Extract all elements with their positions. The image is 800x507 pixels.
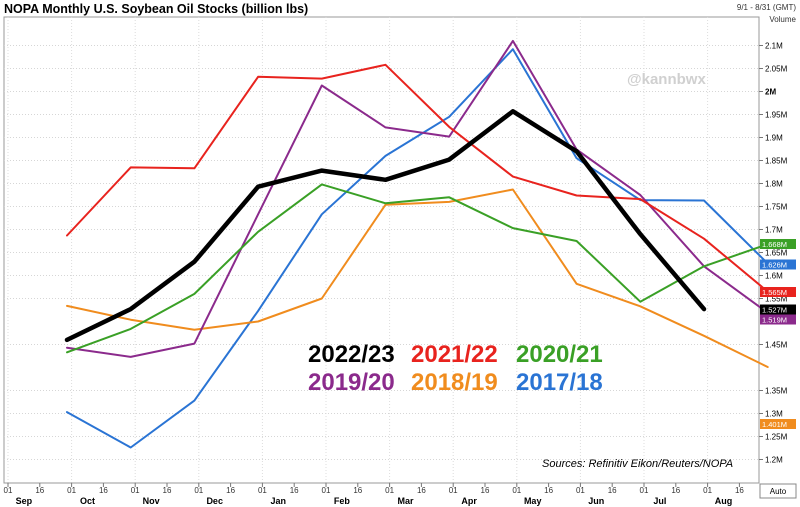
x-tick-label: 01 xyxy=(640,486,649,495)
x-month-label: Jun xyxy=(588,496,604,506)
series-line-2021-22 xyxy=(66,63,769,293)
legend-2022-23: 2022/23 xyxy=(308,341,395,368)
series-line-2020-21 xyxy=(66,183,769,354)
chart-title: NOPA Monthly U.S. Soybean Oil Stocks (bi… xyxy=(4,2,308,16)
x-tick-label: 01 xyxy=(576,486,585,495)
auto-scale-label: Auto xyxy=(770,487,787,496)
legend-2017-18: 2017/18 xyxy=(516,369,603,396)
x-tick-label: 16 xyxy=(671,486,680,495)
y-tick-label: 1.55M xyxy=(765,295,788,304)
series-line-2019-20 xyxy=(66,39,769,358)
x-month-label: Jan xyxy=(271,496,287,506)
x-tick-label: 01 xyxy=(449,486,458,495)
x-tick-label: 01 xyxy=(385,486,394,495)
end-tag-2017-18 xyxy=(760,259,796,270)
y-tick-label: 2.1M xyxy=(765,42,783,51)
x-tick-label: 16 xyxy=(735,486,744,495)
x-month-label: Aug xyxy=(715,496,733,506)
series-layer xyxy=(64,39,769,449)
x-month-label: Mar xyxy=(397,496,414,506)
end-tag-2018-19 xyxy=(760,419,796,429)
x-tick-label: 16 xyxy=(417,486,426,495)
x-tick-label: 01 xyxy=(4,486,13,495)
y-tick-label: 1.2M xyxy=(765,456,783,465)
y-tick-label: 1.9M xyxy=(765,134,783,143)
series-line-2022-23 xyxy=(64,109,707,343)
x-month-label: Sep xyxy=(16,496,33,506)
plot-area xyxy=(3,16,760,484)
axis-name: Volume xyxy=(769,15,796,24)
x-tick-label: 16 xyxy=(99,486,108,495)
auto-scale-button[interactable] xyxy=(759,483,797,499)
end-tag-label: 1.626M xyxy=(762,261,787,270)
end-tag-2019-20 xyxy=(760,314,796,325)
end-tag-label: 1.565M xyxy=(762,288,787,297)
series-line-2017-18 xyxy=(66,48,769,449)
end-tag-label: 1.527M xyxy=(762,306,787,315)
y-tick-label: 1.6M xyxy=(765,272,783,281)
x-tick-label: 01 xyxy=(258,486,267,495)
date-range: 9/1 - 8/31 (GMT) xyxy=(737,3,796,12)
legend: 2022/23 2021/22 2020/21 2019/20 2018/19 … xyxy=(308,341,603,396)
legend-2021-22: 2021/22 xyxy=(411,341,498,368)
x-tick-label: 01 xyxy=(67,486,76,495)
x-tick-label: 16 xyxy=(481,486,490,495)
x-tick-label: 16 xyxy=(163,486,172,495)
watermark: @kannbwx xyxy=(627,71,706,88)
y-tick-label: 1.95M xyxy=(765,111,788,120)
x-month-label: Oct xyxy=(80,496,95,506)
end-tag-2021-22 xyxy=(760,287,796,297)
x-tick-label: 01 xyxy=(131,486,140,495)
x-tick-label: 16 xyxy=(544,486,553,495)
y-tick-label: 1.35M xyxy=(765,387,788,396)
y-tick-label: 2.05M xyxy=(765,65,788,74)
y-tick-label: 1.45M xyxy=(765,341,788,350)
x-axis: 01 16 01 16 01 16 01 16 01 16 01 16 01 16 01 16 01 16 01 16… xyxy=(4,483,744,506)
x-tick-label: 01 xyxy=(194,486,203,495)
legend-2018-19: 2018/19 xyxy=(411,369,498,396)
x-month-label: Apr xyxy=(461,496,477,506)
y-tick-label: 1.75M xyxy=(765,203,788,212)
x-tick-label: 16 xyxy=(608,486,617,495)
end-tag-label: 1.668M xyxy=(762,240,787,249)
x-tick-label: 01 xyxy=(512,486,521,495)
y-tick-label: 1.8M xyxy=(765,180,783,189)
end-tag-label: 1.401M xyxy=(762,420,787,429)
y-tick-label: 1.65M xyxy=(765,249,788,258)
end-tag-2020-21 xyxy=(760,239,796,249)
y-tick-label: 1.25M xyxy=(765,433,788,442)
x-month-label: Feb xyxy=(334,496,351,506)
x-month-label: Jul xyxy=(653,496,666,506)
x-tick-label: 16 xyxy=(35,486,44,495)
legend-2019-20: 2019/20 xyxy=(308,369,395,396)
y-tick-label: 1.7M xyxy=(765,226,783,235)
x-tick-label: 16 xyxy=(226,486,235,495)
y-tick-label: 1.85M xyxy=(765,157,788,166)
x-tick-label: 01 xyxy=(703,486,712,495)
end-tag-label: 1.519M xyxy=(762,316,787,325)
end-tag-2022-23 xyxy=(760,304,796,315)
x-tick-label: 01 xyxy=(322,486,331,495)
legend-2020-21: 2020/21 xyxy=(516,341,603,368)
x-month-label: Nov xyxy=(143,496,160,506)
x-tick-label: 16 xyxy=(290,486,299,495)
y-tick-label: 2M xyxy=(765,88,776,97)
series-line-2018-19 xyxy=(66,188,769,368)
x-month-label: Dec xyxy=(206,496,223,506)
x-month-label: May xyxy=(524,496,542,506)
y-tick-label: 1.3M xyxy=(765,410,783,419)
y-axis: 1.2M 1.25M 1.3M 1.35M 1.45M 1.55M 1.6M 1.65M 1.7… xyxy=(759,42,788,465)
x-tick-label: 16 xyxy=(353,486,362,495)
source-note: Sources: Refinitiv Eikon/Reuters/NOPA xyxy=(542,458,733,470)
